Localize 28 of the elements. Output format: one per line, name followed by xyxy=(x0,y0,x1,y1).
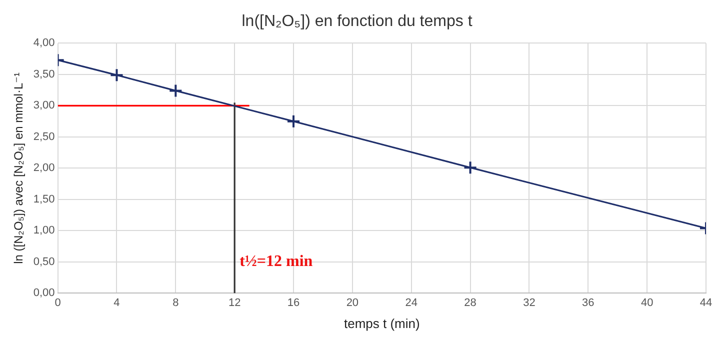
point xyxy=(463,160,478,175)
x-tick-label: 12 xyxy=(228,296,241,309)
x-tick-label: 0 xyxy=(54,296,61,309)
y-tick-label: 1,00 xyxy=(33,224,55,237)
y-tick-label: 3,50 xyxy=(33,68,55,80)
y-tick-label: 4,00 xyxy=(33,37,55,50)
annotation: t½=12 min xyxy=(240,253,313,270)
y-tick-label: 0,00 xyxy=(33,287,55,300)
x-axis-title: temps t (min) xyxy=(344,316,420,331)
chart-title: ln([N₂O₅]) en fonction du temps t xyxy=(242,13,473,30)
point xyxy=(168,84,183,98)
x-tick-label: 4 xyxy=(114,296,120,309)
x-tick-label: 24 xyxy=(405,296,418,309)
y-tick-label: 1,50 xyxy=(33,193,55,206)
x-tick-label: 28 xyxy=(464,296,476,309)
x-tick-label: 8 xyxy=(172,296,179,309)
y-tick-label: 0,50 xyxy=(33,256,55,268)
x-tick-label: 16 xyxy=(287,296,300,309)
y-tick-label: 2,50 xyxy=(33,130,55,143)
y-tick-label: 3,00 xyxy=(33,100,55,112)
y-axis-title: ln ([N₂O₅]) avec [N₂O₅] en mmol·L⁻¹ xyxy=(12,72,26,264)
x-tick-label: 36 xyxy=(582,296,594,309)
point xyxy=(286,114,301,128)
x-tick-label: 20 xyxy=(346,296,359,309)
x-tick-label: 44 xyxy=(700,296,712,309)
x-tick-label: 40 xyxy=(640,296,654,309)
y-tick-label: 2,00 xyxy=(33,162,55,174)
x-tick-label: 32 xyxy=(523,296,536,309)
